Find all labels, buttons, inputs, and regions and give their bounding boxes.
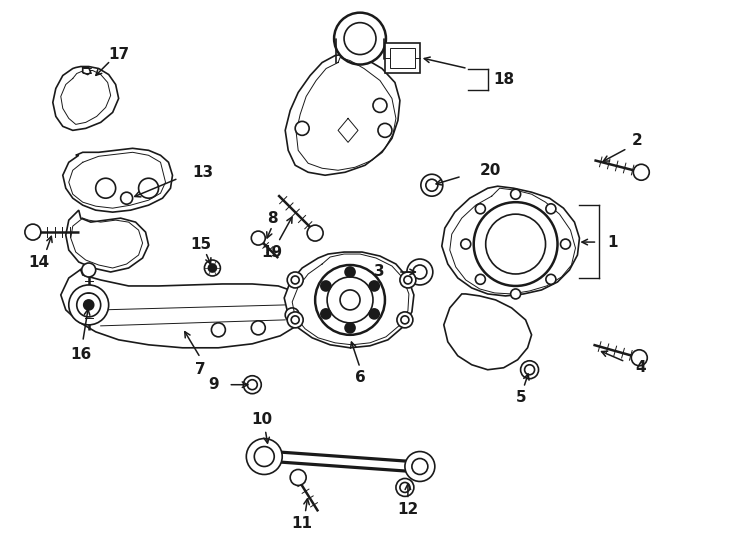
Circle shape <box>287 272 303 288</box>
Circle shape <box>345 323 355 333</box>
Circle shape <box>369 281 379 291</box>
Circle shape <box>251 321 265 335</box>
Circle shape <box>631 350 647 366</box>
Circle shape <box>633 164 650 180</box>
Circle shape <box>286 308 299 322</box>
Text: 11: 11 <box>291 516 313 531</box>
Circle shape <box>120 192 133 204</box>
Circle shape <box>84 300 94 310</box>
Circle shape <box>81 263 95 277</box>
Text: 8: 8 <box>267 211 277 226</box>
Polygon shape <box>442 186 579 296</box>
Circle shape <box>405 451 435 482</box>
Polygon shape <box>61 268 308 348</box>
Circle shape <box>315 265 385 335</box>
Text: 10: 10 <box>252 412 273 427</box>
Polygon shape <box>385 43 420 72</box>
Circle shape <box>511 189 520 199</box>
Circle shape <box>251 231 265 245</box>
Circle shape <box>295 122 309 136</box>
Circle shape <box>404 276 412 284</box>
Text: 16: 16 <box>70 347 91 362</box>
Circle shape <box>211 323 225 337</box>
Circle shape <box>520 361 539 379</box>
Circle shape <box>561 239 570 249</box>
Circle shape <box>291 276 299 284</box>
Circle shape <box>77 293 101 317</box>
Polygon shape <box>284 252 414 348</box>
Circle shape <box>340 290 360 310</box>
Circle shape <box>254 447 275 467</box>
Circle shape <box>421 174 443 196</box>
Text: 9: 9 <box>208 377 219 392</box>
Circle shape <box>378 123 392 137</box>
Circle shape <box>321 281 331 291</box>
Text: 14: 14 <box>29 254 49 269</box>
Text: 6: 6 <box>355 370 366 385</box>
Circle shape <box>327 277 373 323</box>
Circle shape <box>511 289 520 299</box>
Text: 5: 5 <box>516 390 527 405</box>
Circle shape <box>287 312 303 328</box>
Circle shape <box>546 274 556 285</box>
Circle shape <box>401 316 409 324</box>
Polygon shape <box>390 48 415 68</box>
Circle shape <box>486 214 545 274</box>
Text: 4: 4 <box>636 360 646 375</box>
Circle shape <box>473 202 558 286</box>
Text: 19: 19 <box>262 245 283 260</box>
Circle shape <box>321 309 331 319</box>
Circle shape <box>243 376 261 394</box>
Circle shape <box>396 478 414 496</box>
Circle shape <box>247 438 282 475</box>
Circle shape <box>413 265 427 279</box>
Polygon shape <box>53 66 119 130</box>
Circle shape <box>400 482 410 492</box>
Text: 1: 1 <box>607 234 618 249</box>
Circle shape <box>290 469 306 485</box>
Text: 2: 2 <box>632 133 643 148</box>
Polygon shape <box>444 294 531 370</box>
Polygon shape <box>66 210 148 272</box>
Circle shape <box>139 178 159 198</box>
Circle shape <box>307 225 323 241</box>
Circle shape <box>205 260 220 276</box>
Circle shape <box>397 312 413 328</box>
Circle shape <box>334 12 386 64</box>
Circle shape <box>25 224 41 240</box>
Circle shape <box>461 239 470 249</box>
Circle shape <box>476 274 485 285</box>
Circle shape <box>291 316 299 324</box>
Text: 13: 13 <box>192 165 214 180</box>
Text: 20: 20 <box>480 163 501 178</box>
Circle shape <box>95 178 116 198</box>
Text: 7: 7 <box>195 362 206 377</box>
Circle shape <box>344 23 376 55</box>
Circle shape <box>373 98 387 112</box>
Circle shape <box>546 204 556 214</box>
Text: 15: 15 <box>190 237 211 252</box>
Circle shape <box>369 309 379 319</box>
Circle shape <box>426 179 437 191</box>
Circle shape <box>400 272 416 288</box>
Circle shape <box>476 204 485 214</box>
Circle shape <box>407 259 433 285</box>
Circle shape <box>69 285 109 325</box>
Polygon shape <box>83 68 91 75</box>
Circle shape <box>247 380 258 390</box>
Circle shape <box>345 267 355 277</box>
Circle shape <box>525 364 534 375</box>
Text: 12: 12 <box>397 502 418 517</box>
Text: 18: 18 <box>494 72 515 87</box>
Circle shape <box>208 264 217 272</box>
Text: 17: 17 <box>108 47 129 62</box>
Circle shape <box>412 458 428 475</box>
Text: 3: 3 <box>374 265 385 280</box>
Polygon shape <box>63 148 172 212</box>
Polygon shape <box>286 53 400 176</box>
